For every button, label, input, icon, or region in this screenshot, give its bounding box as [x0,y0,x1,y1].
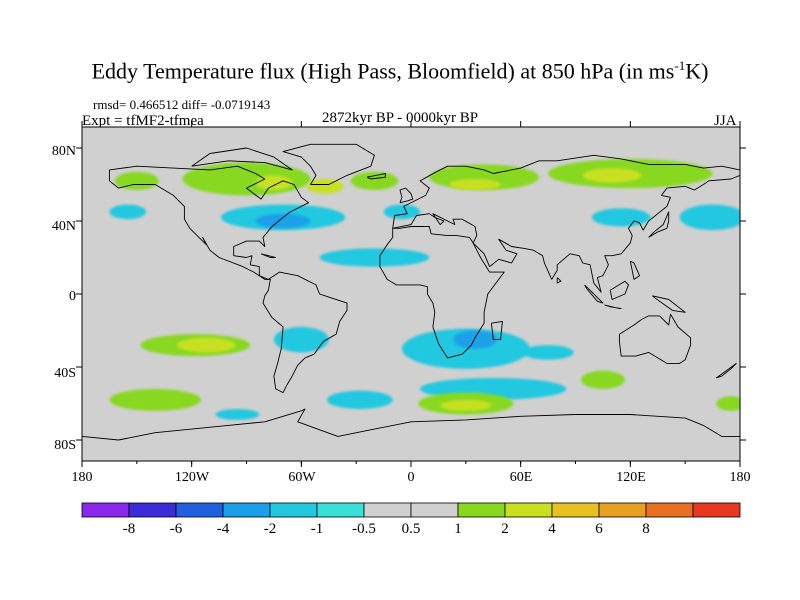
negative-anomaly-region [383,204,421,220]
coastline [282,143,375,185]
negative-anomaly-region [326,390,393,409]
lat-label-80s: 80S [54,438,76,453]
positive-anomaly-region [182,162,311,196]
positive-anomaly-region [177,337,236,353]
coastlines [82,143,740,441]
colorbar-label: 6 [595,521,603,537]
positive-anomaly-region [306,179,344,194]
coastline [648,211,670,238]
lat-label-80n: 80N [51,144,76,159]
negative-anomaly-region [273,326,329,353]
coastline [490,320,503,341]
coastline [652,295,686,313]
negative-anomaly-region [319,248,430,267]
colorbar-swatch [457,502,506,518]
positive-anomaly-region [109,388,201,411]
plot-title: Eddy Temperature flux (High Pass, Bloomf… [91,58,709,84]
positive-anomaly-region [350,171,399,190]
axis-ticks [76,121,746,467]
negative-anomaly-region [255,213,311,229]
positive-anomaly-region [580,370,625,389]
negative-anomaly-region [679,204,740,231]
negative-anomaly-region [109,204,146,220]
colorbar-swatch [551,502,600,518]
colorbar-label: -0.5 [352,521,376,537]
colorbar-swatch [175,502,224,518]
colorbar-swatch [363,502,412,518]
season-label: JJA [714,113,737,129]
coastline [629,260,640,280]
lat-label-0: 0 [69,289,76,304]
colorbar-swatch [81,502,130,518]
lon-label-60e: 60E [509,470,533,485]
colorbar-label: -2 [263,521,277,537]
coastline [392,174,740,293]
lon-label-180e: 180 [729,470,751,485]
coastline [379,226,505,359]
coastline [399,187,414,204]
colorbar-label: -6 [169,521,183,537]
coastline [392,154,740,229]
lat-label-40s: 40S [54,366,76,381]
positive-anomaly-region [449,179,501,190]
colorbar-swatch [269,502,318,518]
colorbar-swatch [316,502,365,518]
coastline [618,313,692,364]
positive-anomaly-region [440,399,492,411]
colorbar-label: -1 [310,521,324,537]
positive-anomaly-region [582,168,642,183]
coastline [260,253,277,258]
coastline [556,277,562,284]
coastline [108,165,310,280]
positive-anomaly-region [716,396,740,411]
colorbar-swatch [598,502,647,518]
colorbar-label: 0.5 [401,521,421,537]
colorbar-label: -4 [216,521,230,537]
coastline [604,304,622,310]
negative-anomaly-region [401,328,530,369]
coastline [366,173,386,180]
period-label: 2872kyr BP - 0000kyr BP [322,110,479,126]
positive-anomaly-region [255,175,293,190]
lon-label-60w: 60W [288,470,316,485]
rmsd-diff-stats: rmsd= 0.466512 diff= -0.0719143 [93,97,271,112]
colorbar-label: 4 [548,521,556,537]
coastline [191,147,293,171]
negative-anomaly-region [591,208,651,227]
coastline [262,271,348,394]
coastline [609,280,629,300]
colorbar-swatch [692,502,741,518]
lon-label-180w: 180 [71,470,93,485]
colorbar-swatch [645,502,694,518]
colorbar-swatch [504,502,553,518]
lat-label-40n: 40N [51,219,76,234]
negative-anomaly-region [453,330,497,349]
negative-anomaly-region [215,408,260,420]
lon-label-120w: 120W [174,470,210,485]
colorbar-swatch [222,502,271,518]
colorbar-swatch [410,502,459,518]
colorbar-swatch [128,502,177,518]
lon-label-120e: 120E [616,470,646,485]
colorbar-label: 1 [454,521,462,537]
experiment-label: Expt = tfMF2-tfmea [82,113,204,129]
colorbar [81,502,741,518]
coastline [584,284,604,304]
negative-anomaly-region [522,345,574,360]
colorbar-label: -8 [122,521,136,537]
coastline [82,408,740,441]
positive-anomaly-region [114,171,159,190]
colorbar-label: 2 [501,521,509,537]
colorbar-label: 8 [642,521,650,537]
coastline [715,362,737,379]
lon-label-0: 0 [407,470,415,485]
